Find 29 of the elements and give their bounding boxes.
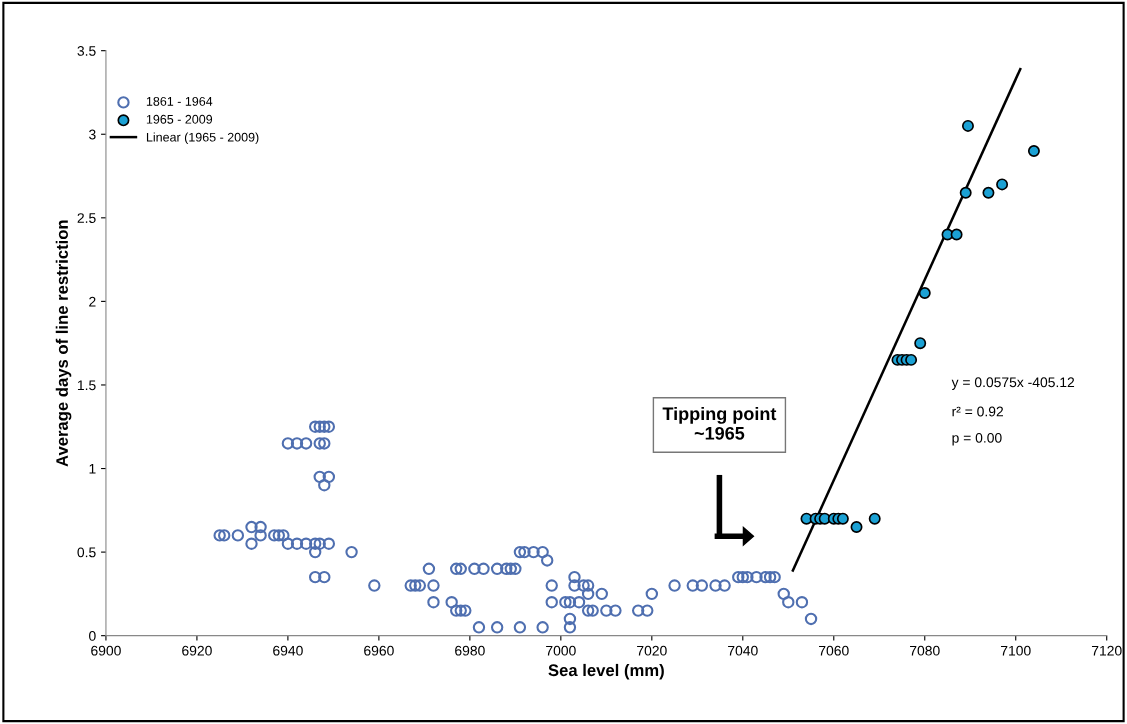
y-tick-label: 3.5	[77, 46, 96, 56]
annotation: r² = 0.92	[952, 406, 1004, 417]
x-tick-label: 7100	[1001, 645, 1031, 656]
y-tick-label: 3	[89, 129, 96, 140]
x-tick-label: 7080	[910, 645, 940, 656]
x-tick-label: 7120	[1091, 645, 1122, 656]
x-tick-label: 6920	[182, 645, 212, 656]
legend-label: 1861 - 1964	[146, 96, 213, 106]
x-tick-label: 7060	[819, 645, 849, 656]
legend-label: 1965 - 2009	[146, 114, 213, 124]
x-tick-label: 6980	[455, 645, 485, 656]
y-tick-label: 0	[89, 631, 96, 641]
x-tick-label: 7020	[637, 645, 667, 656]
x-tick-label: 7040	[728, 645, 758, 656]
y-axis-title: Average days of line restriction	[55, 220, 72, 467]
x-axis-title: Sea level (mm)	[548, 663, 664, 680]
annotation: Tipping point ~1965	[662, 406, 777, 440]
x-tick-label: 7000	[546, 645, 576, 656]
x-tick-label: 6900	[91, 645, 121, 656]
y-tick-label: 2.5	[77, 213, 96, 223]
x-tick-label: 6960	[364, 645, 394, 656]
annotation: p = 0.00	[952, 432, 1002, 446]
legend-label: Linear (1965 - 2009)	[146, 132, 259, 145]
y-tick-label: 1	[89, 464, 96, 474]
x-tick-label: 6940	[273, 645, 303, 656]
y-tick-label: 0.5	[77, 547, 96, 558]
y-tick-label: 2	[89, 296, 96, 307]
annotation: y = 0.0575x -405.12	[951, 377, 1075, 390]
y-tick-label: 1.5	[77, 380, 96, 391]
